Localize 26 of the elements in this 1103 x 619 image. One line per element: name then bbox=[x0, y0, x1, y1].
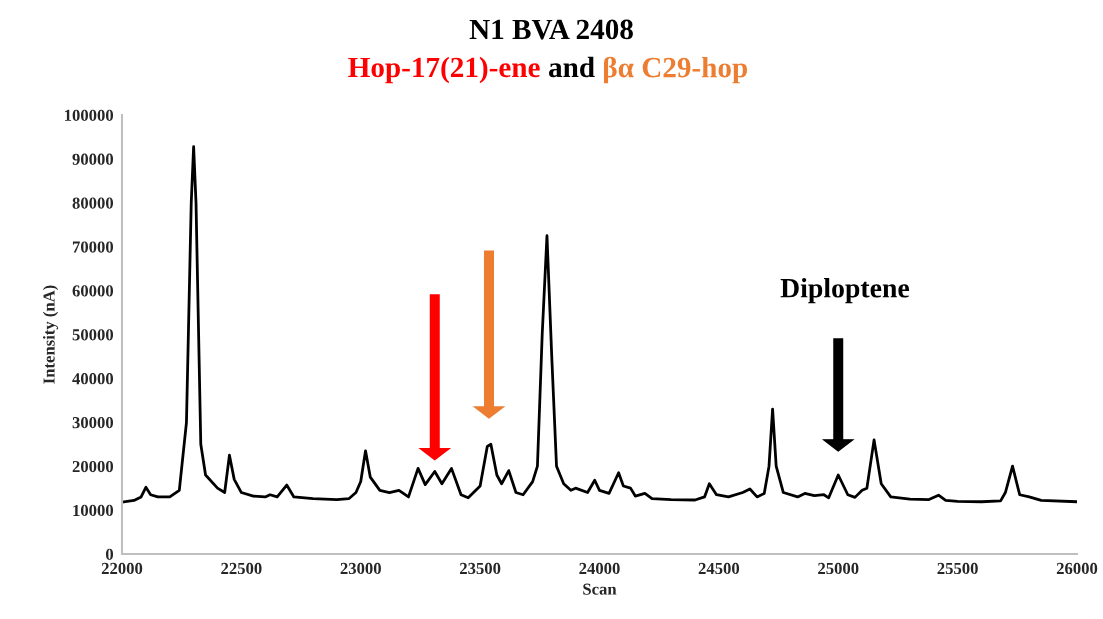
x-tick-label: 26000 bbox=[1056, 562, 1098, 575]
y-tick-label: 20000 bbox=[72, 460, 114, 473]
x-tick-label: 24000 bbox=[579, 562, 620, 575]
annotation: Diploptene bbox=[780, 278, 910, 304]
y-tick-label: 100000 bbox=[65, 109, 114, 121]
x-tick-label: 23500 bbox=[459, 562, 501, 575]
y-tick-label: 70000 bbox=[72, 241, 114, 253]
y-tick-label: 60000 bbox=[72, 285, 114, 297]
y-tick-label: 30000 bbox=[72, 417, 114, 429]
x-tick-label: 22500 bbox=[221, 562, 262, 575]
x-tick-label: 23000 bbox=[340, 562, 381, 575]
y-tick-label: 50000 bbox=[72, 329, 114, 341]
y-tick-label: 80000 bbox=[72, 197, 114, 209]
y-axis-title: Intensity (nA) bbox=[42, 285, 59, 384]
x-tick-label: 22000 bbox=[101, 562, 143, 575]
x-tick-label: 24500 bbox=[698, 562, 740, 575]
y-tick-label: 90000 bbox=[72, 153, 114, 165]
y-tick-label: 40000 bbox=[72, 373, 114, 385]
line-series bbox=[122, 145, 1077, 504]
chart-subtitle: Hop-17(21)-ene and βα C29-hop bbox=[348, 56, 748, 84]
y-tick-label: 0 bbox=[105, 548, 114, 560]
x-tick-label: 25500 bbox=[937, 562, 978, 575]
chart-title: N1 BVA 2408 bbox=[469, 19, 633, 40]
x-axis-title: Scan bbox=[583, 583, 617, 595]
x-tick-label: 25000 bbox=[818, 562, 859, 575]
y-tick-label: 10000 bbox=[73, 504, 114, 517]
